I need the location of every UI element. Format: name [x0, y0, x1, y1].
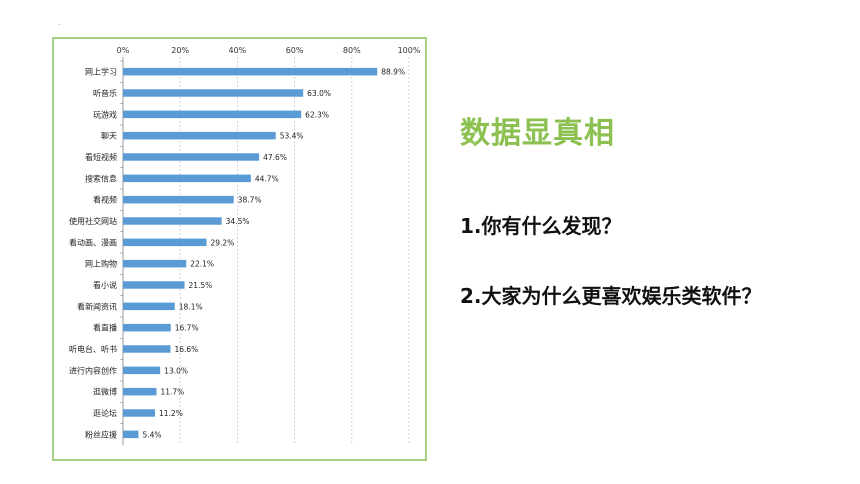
bar — [123, 409, 156, 417]
bar — [123, 259, 187, 268]
value-label: 29.2% — [211, 238, 235, 247]
value-label: 62.3% — [305, 110, 329, 119]
value-label: 11.7% — [160, 388, 184, 397]
bar-chart: 0% 20% 40% 60% 80% 100% 网上学习 88.9% 听音乐 63.0% 玩游戏 62… — [69, 46, 421, 445]
category-label: 听音乐 — [93, 88, 117, 98]
category-label: 看视频 — [93, 195, 117, 205]
x-tick-label: 60% — [286, 46, 304, 55]
category-label: 看短视频 — [85, 152, 117, 162]
value-label: 38.7% — [238, 196, 262, 205]
slide-heading: 数据显真相 — [460, 116, 615, 151]
x-tick-label: 80% — [343, 46, 361, 55]
x-tick-label: 20% — [171, 46, 189, 55]
category-label: 看动画、漫画 — [69, 237, 117, 247]
category-label: 逛微博 — [93, 387, 117, 397]
category-label: 进行内容创作 — [69, 365, 117, 375]
category-label: 逛论坛 — [93, 408, 117, 418]
category-label: 看小说 — [93, 280, 117, 290]
bar — [123, 110, 302, 119]
bar — [123, 387, 157, 396]
category-label: 看新闻资讯 — [77, 301, 117, 311]
x-tick-label: 40% — [229, 46, 247, 55]
value-label: 18.1% — [179, 302, 203, 311]
bar — [123, 430, 139, 439]
bar — [123, 366, 161, 375]
value-label: 63.0% — [307, 89, 331, 98]
x-tick-label: 100% — [398, 46, 421, 55]
value-label: 88.9% — [381, 68, 405, 77]
category-label: 使用社交网站 — [69, 216, 117, 226]
bar — [123, 345, 171, 353]
x-tick-label: 0% — [117, 46, 130, 55]
bar — [123, 131, 276, 140]
category-label: 听电台、听书 — [69, 344, 117, 354]
value-label: 5.4% — [142, 430, 161, 439]
bar — [123, 174, 251, 183]
question-2: 2.大家为什么更喜欢娱乐类软件？ — [460, 284, 762, 308]
category-label: 粉丝应援 — [85, 429, 117, 439]
value-label: 22.1% — [190, 260, 214, 269]
category-label: 看直播 — [93, 323, 117, 333]
value-label: 16.6% — [174, 345, 198, 354]
chart-frame: 0% 20% 40% 60% 80% 100% 网上学习 88.9% 听音乐 63.0% 玩游戏 62… — [52, 37, 427, 461]
value-label: 16.7% — [175, 324, 199, 333]
value-label: 13.0% — [164, 366, 188, 375]
bar — [123, 217, 222, 225]
value-label: 34.5% — [226, 217, 250, 226]
category-label: 聊天 — [101, 132, 117, 141]
question-1: 1.你有什么发现？ — [460, 214, 622, 238]
bar — [123, 195, 234, 204]
value-label: 53.4% — [280, 132, 304, 141]
category-label: 网上购物 — [85, 259, 117, 269]
bar — [123, 302, 175, 311]
category-label: 搜索信息 — [85, 173, 117, 183]
category-label: 玩游戏 — [93, 109, 117, 119]
category-label: 网上学习 — [85, 67, 117, 77]
value-label: 44.7% — [255, 174, 279, 183]
value-label: 21.5% — [188, 281, 212, 290]
bar — [123, 323, 171, 332]
value-label: 47.6% — [263, 153, 287, 162]
bar — [123, 89, 304, 97]
value-label: 11.2% — [159, 409, 183, 418]
bar — [123, 153, 260, 161]
bar — [123, 281, 185, 289]
corner-mark: . — [58, 18, 61, 27]
bar — [123, 67, 378, 76]
bar — [123, 238, 207, 247]
